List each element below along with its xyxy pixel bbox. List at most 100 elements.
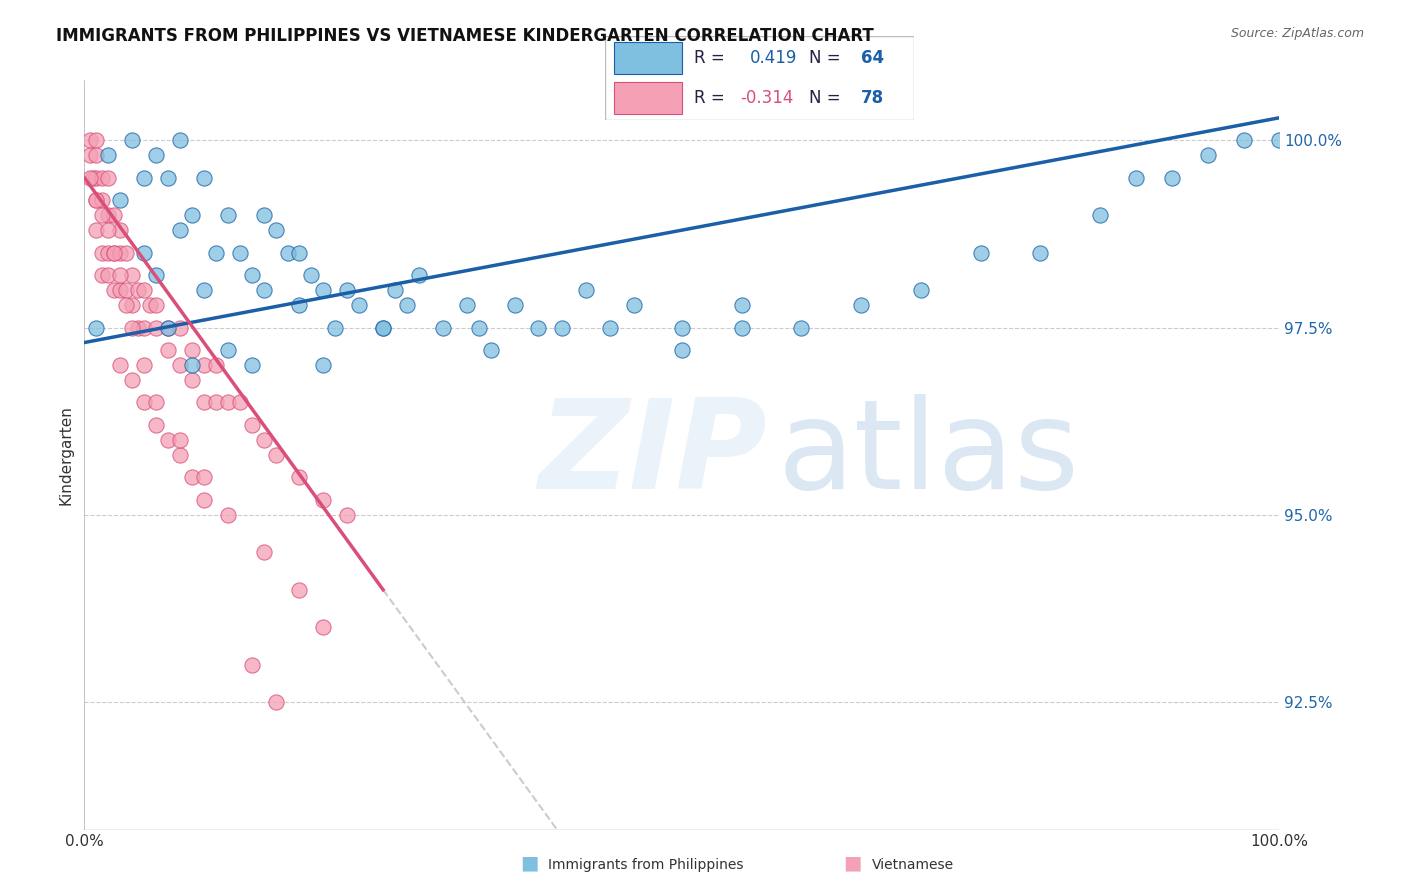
Point (110, 223, 132, 237)
Point (264, 448, 287, 462)
Text: R =: R = (695, 89, 730, 107)
Point (132, 320, 156, 334)
Point (91, 170, 114, 185)
Point (181, 208, 204, 222)
Point (145, 417, 167, 432)
Point (312, 492, 335, 507)
Point (336, 508, 359, 522)
Point (408, 268, 430, 282)
Point (79, 148, 101, 162)
Point (145, 148, 167, 162)
Point (169, 133, 191, 147)
Point (169, 448, 191, 462)
Point (384, 283, 406, 297)
Point (671, 343, 693, 357)
Point (193, 170, 215, 185)
Point (1197, 148, 1219, 162)
Point (91, 208, 114, 222)
Point (479, 343, 502, 357)
Point (169, 358, 191, 372)
Point (1125, 170, 1147, 185)
Point (91, 268, 114, 282)
Point (240, 358, 263, 372)
Y-axis label: Kindergarten: Kindergarten (58, 405, 73, 505)
Point (97, 208, 120, 222)
Text: Vietnamese: Vietnamese (872, 858, 953, 872)
Point (217, 343, 239, 357)
Text: 78: 78 (862, 89, 884, 107)
Point (396, 298, 419, 312)
Point (229, 395, 252, 409)
Point (193, 358, 215, 372)
Point (181, 373, 204, 387)
Point (91, 245, 114, 260)
Text: N =: N = (808, 49, 845, 67)
Point (132, 283, 156, 297)
Point (288, 470, 311, 484)
Point (110, 193, 132, 207)
Point (79, 133, 101, 147)
Point (910, 283, 932, 297)
Point (145, 268, 167, 282)
Point (110, 283, 132, 297)
Point (181, 358, 204, 372)
Point (110, 268, 132, 282)
Point (91, 193, 114, 207)
Text: -0.314: -0.314 (741, 89, 794, 107)
Point (193, 492, 215, 507)
Point (157, 320, 180, 334)
Point (193, 283, 215, 297)
Point (217, 208, 239, 222)
Point (301, 268, 323, 282)
Bar (614, 82, 682, 114)
Point (253, 545, 276, 559)
Point (671, 320, 693, 334)
Point (575, 283, 598, 297)
Point (790, 320, 813, 334)
Point (103, 245, 125, 260)
Point (157, 320, 180, 334)
Point (349, 298, 371, 312)
Point (132, 358, 156, 372)
Point (253, 433, 276, 447)
Point (86, 170, 108, 185)
Point (288, 245, 311, 260)
Point (503, 298, 526, 312)
Point (970, 245, 993, 260)
Text: ZIP: ZIP (538, 394, 768, 516)
Point (86, 223, 108, 237)
Point (121, 298, 143, 312)
Point (127, 320, 149, 334)
Point (121, 268, 143, 282)
Point (229, 245, 252, 260)
Bar (614, 42, 682, 74)
Point (103, 208, 125, 222)
Point (115, 245, 138, 260)
Point (731, 298, 754, 312)
Point (253, 208, 276, 222)
Point (193, 395, 215, 409)
Text: atlas: atlas (778, 394, 1080, 516)
Point (97, 268, 120, 282)
Point (288, 582, 311, 597)
Point (86, 148, 108, 162)
Point (132, 245, 156, 260)
Point (145, 395, 167, 409)
Point (312, 283, 335, 297)
Text: ■: ■ (520, 854, 538, 872)
Point (527, 320, 550, 334)
Point (157, 170, 180, 185)
Text: 0.419: 0.419 (749, 49, 797, 67)
Point (264, 223, 287, 237)
Point (432, 320, 454, 334)
Point (277, 245, 299, 260)
Point (468, 320, 491, 334)
Text: N =: N = (808, 89, 845, 107)
Point (1161, 170, 1184, 185)
Point (205, 395, 228, 409)
Text: R =: R = (695, 49, 730, 67)
Point (217, 395, 239, 409)
Point (121, 320, 143, 334)
Point (623, 298, 645, 312)
Text: Source: ZipAtlas.com: Source: ZipAtlas.com (1230, 27, 1364, 40)
